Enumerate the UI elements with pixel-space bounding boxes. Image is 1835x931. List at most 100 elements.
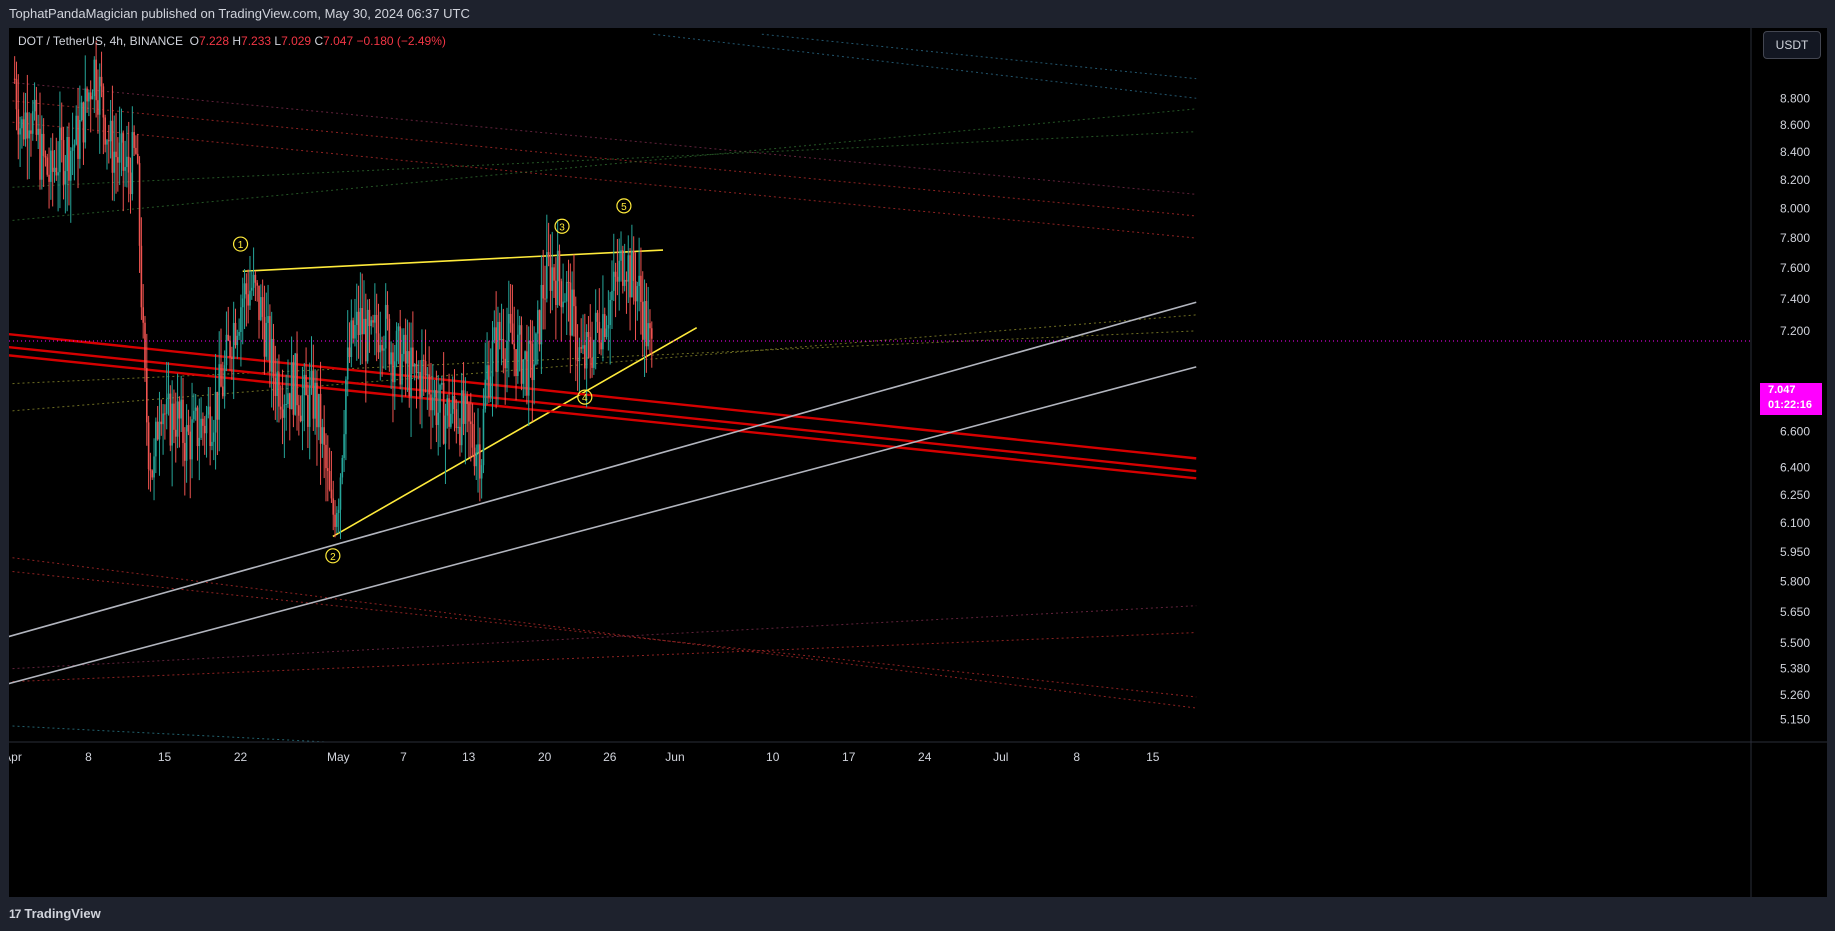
last-price-value: 7.047 <box>1768 384 1796 396</box>
candle-body <box>616 276 619 282</box>
candle-body <box>466 395 468 404</box>
candle-body <box>198 437 201 447</box>
candle-body <box>120 133 123 143</box>
candle-body <box>77 115 79 159</box>
candle-body <box>263 316 266 357</box>
candle-body <box>64 171 67 185</box>
candle-body <box>57 172 59 176</box>
support-lower-trendline <box>9 366 1197 685</box>
wave-marker-circle <box>616 198 632 214</box>
footer-bar: 17 TradingView <box>0 897 1835 931</box>
candle-body <box>538 310 541 345</box>
candle-body <box>390 352 392 365</box>
candle-body <box>455 409 458 429</box>
candle-body <box>529 340 532 344</box>
red-channel-3-trendline <box>9 354 1197 480</box>
candle-body <box>498 321 501 341</box>
candle-body <box>348 347 351 358</box>
symbol-legend: DOT / TetherUS, 4h, BINANCE O7.228 H7.23… <box>18 34 446 48</box>
candle-body <box>42 133 45 156</box>
candle-body <box>587 331 590 337</box>
chart-frame[interactable]: 1 2 3 4 5 8.800 8.600 8.400 8.200 8.000 7.800 7.60… <box>9 28 1827 897</box>
published-text: TophatPandaMagician published on Trading… <box>9 6 470 21</box>
guide-line <box>12 82 1197 195</box>
candle-body <box>88 92 90 102</box>
candle-body <box>645 301 648 347</box>
candle-body <box>118 142 121 163</box>
candle-body <box>285 404 287 406</box>
candle-body <box>30 130 32 134</box>
candle-body <box>223 365 226 397</box>
candle-body <box>126 156 128 167</box>
price-tick-label: 5.800 <box>1780 574 1810 588</box>
candle-body <box>269 316 271 372</box>
candle-body <box>124 166 126 171</box>
candle-body <box>504 358 506 369</box>
candle-body <box>212 432 215 442</box>
candle-body <box>48 174 50 182</box>
candle-body <box>292 362 295 415</box>
candle-body <box>584 345 586 369</box>
candle-body <box>368 309 371 327</box>
candle-body <box>256 282 259 286</box>
price-tick-label: 6.400 <box>1780 460 1810 474</box>
candle-body <box>565 281 568 302</box>
candle-body <box>97 100 99 115</box>
candles <box>13 40 653 540</box>
candle-body <box>355 311 358 326</box>
time-tick-label: 15 <box>158 750 172 764</box>
candle-body <box>222 386 224 397</box>
candle-body <box>555 280 557 306</box>
price-tick-label: 6.600 <box>1780 425 1810 439</box>
price-tick-label: 5.380 <box>1780 662 1810 676</box>
candle-body <box>473 447 476 467</box>
candle-body <box>133 132 135 148</box>
candle-body <box>444 415 447 444</box>
candle-body <box>640 275 642 302</box>
candle-body <box>205 414 208 434</box>
candle-body <box>439 384 441 413</box>
candle-body <box>236 335 239 346</box>
wave-marker-label: 4 <box>582 393 588 404</box>
candle-body <box>337 509 340 513</box>
candle-body <box>196 407 199 447</box>
price-chart[interactable]: 1 2 3 4 5 8.800 8.600 8.400 8.200 8.000 7.800 7.60… <box>9 28 1827 897</box>
candle-body <box>69 150 72 181</box>
candle-body <box>558 250 561 282</box>
candle-body <box>332 498 335 515</box>
candle-body <box>173 403 175 430</box>
candle-body <box>146 368 148 423</box>
candle-body <box>515 349 517 377</box>
candle-body <box>415 364 418 374</box>
candle-body <box>185 425 188 461</box>
candle-body <box>254 274 257 283</box>
candle-body <box>245 283 248 295</box>
price-tick-label: 7.800 <box>1780 231 1810 245</box>
candle-body <box>451 395 454 414</box>
candle-body <box>576 359 579 362</box>
candle-body <box>113 151 116 173</box>
wave-marker-label: 1 <box>238 240 244 251</box>
candle-body <box>488 365 490 398</box>
candle-body <box>155 421 157 457</box>
background-dotted-lines <box>12 33 1197 743</box>
candle-body <box>506 340 508 369</box>
candle-body <box>489 376 492 398</box>
price-tick-label: 5.260 <box>1780 688 1810 702</box>
candle-body <box>202 418 204 426</box>
candle-body <box>41 133 43 180</box>
candle-body <box>620 250 622 261</box>
currency-button[interactable]: USDT <box>1763 31 1821 59</box>
wave-marker-circle <box>554 218 570 234</box>
candle-body <box>605 328 608 338</box>
candle-body <box>354 325 356 339</box>
candle-body <box>424 361 427 376</box>
candle-body <box>234 322 237 346</box>
candle-body <box>339 477 342 510</box>
tradingview-logo[interactable]: 17 TradingView <box>9 906 101 921</box>
candle-body <box>334 514 336 527</box>
candle-body <box>437 412 440 425</box>
candle-body <box>612 271 615 291</box>
candle-body <box>593 340 595 368</box>
candle-body <box>187 425 190 432</box>
